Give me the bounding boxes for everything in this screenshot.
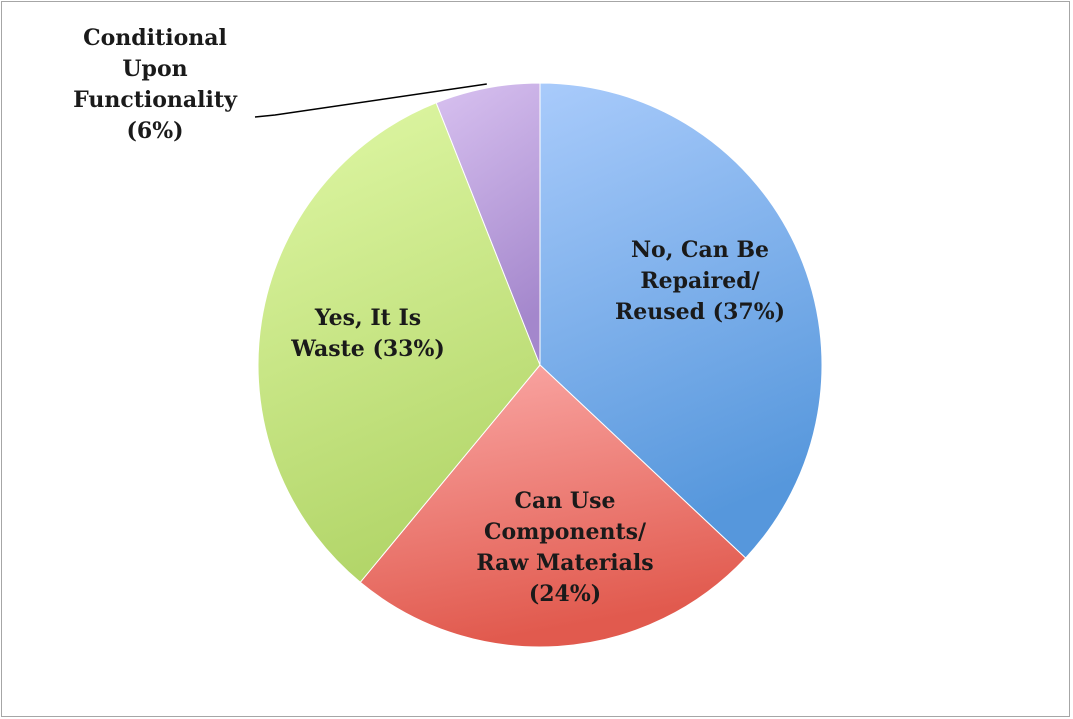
slices-layer	[257, 82, 823, 648]
slice-label-line: Waste (33%)	[290, 336, 445, 362]
slice-label-line: Upon	[122, 56, 187, 82]
slice-label-line: Raw Materials	[476, 550, 653, 576]
slice-label-can-use-components-raw-materials: Can Use Components/Raw Materials (24%)	[476, 488, 653, 607]
leader-line	[254, 83, 487, 118]
pie-slice-no-can-be-repaired-reused	[539, 82, 823, 559]
slice-label-line: Can Use	[515, 488, 616, 514]
slice-label-line: Reused (37%)	[615, 299, 785, 325]
leader-layer	[254, 83, 487, 118]
slice-label-yes-it-is-waste: Yes, It Is Waste (33%)	[290, 305, 445, 362]
slice-label-line: Conditional	[83, 25, 227, 51]
pie-slice-can-use-components-raw-materials	[359, 364, 747, 648]
slice-label-no-can-be-repaired-reused: No, Can Be Repaired/Reused (37%)	[615, 237, 785, 325]
slice-label-line: Repaired/	[640, 268, 760, 294]
slice-label-line: (6%)	[126, 118, 183, 144]
slice-label-conditional-upon-functionality: Conditional Upon Functionality (6%)	[73, 25, 238, 144]
labels-layer: No, Can Be Repaired/Reused (37%) Can Use Co…	[73, 25, 785, 607]
slice-label-line: Components/	[484, 519, 647, 545]
pie-slice-yes-it-is-waste	[257, 102, 541, 583]
pie-slice-conditional-upon-functionality	[435, 82, 541, 366]
slice-label-line: Functionality	[73, 87, 238, 113]
slice-label-line: No, Can Be	[631, 237, 769, 263]
slice-label-line: (24%)	[529, 581, 601, 607]
slice-label-line: Yes, It Is	[314, 305, 421, 331]
